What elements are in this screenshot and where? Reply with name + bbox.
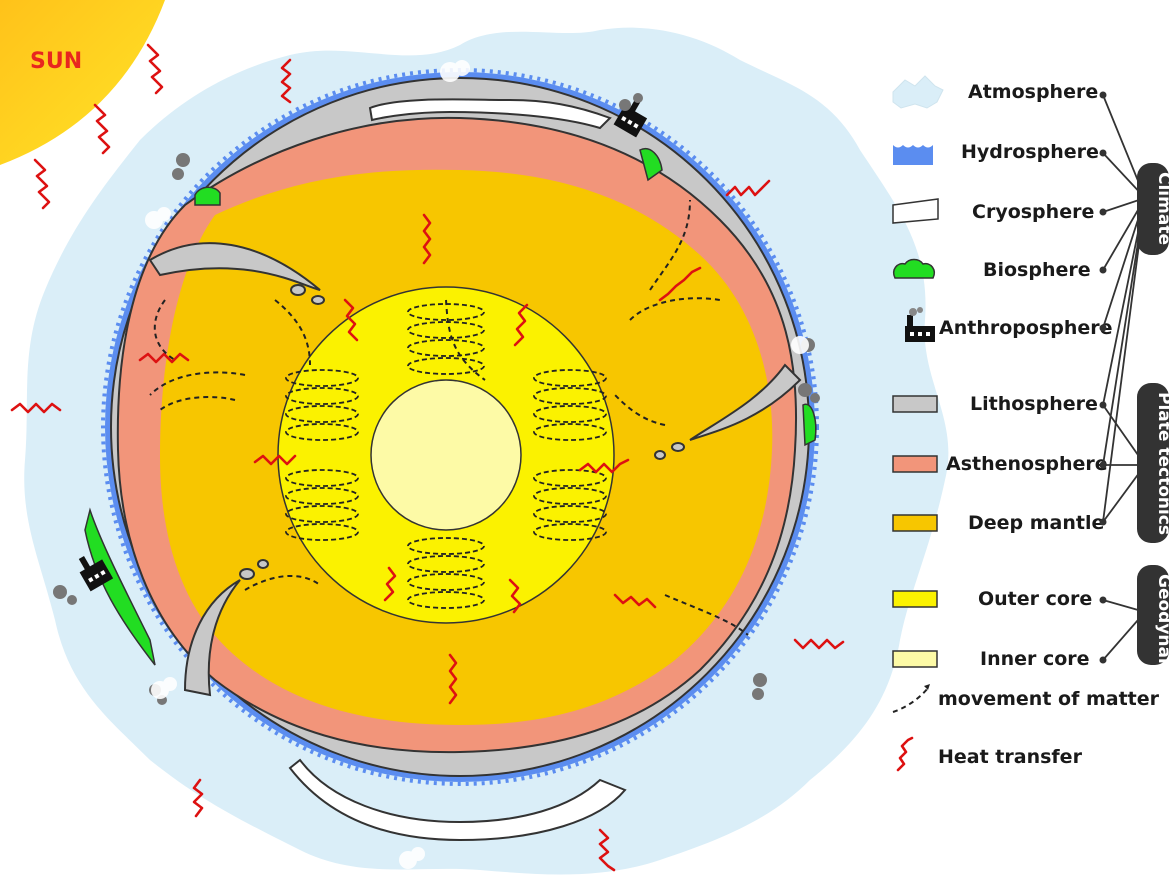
- slab-blob-2: [311, 295, 325, 305]
- movement-arrow: [149, 371, 246, 396]
- movement-arrow: [649, 199, 691, 291]
- inner-core-layer: [370, 379, 522, 531]
- heat-arrow: [146, 43, 164, 95]
- legend: Atmosphere Hydrosphere Cryosphere Biosph…: [892, 75, 1174, 772]
- legend-label-inner-core: Inner core: [980, 648, 1090, 670]
- slab-bottom-left: [183, 579, 241, 697]
- heat-arrow: [343, 298, 359, 342]
- lithosphere-swatch: [892, 395, 938, 413]
- legend-label-anthroposphere: Anthroposphere: [939, 317, 1113, 339]
- bush-2: [639, 148, 663, 182]
- heat-arrow: [280, 58, 292, 104]
- legend-label-atmosphere: Atmosphere: [968, 81, 1098, 103]
- heat-arrow: [93, 103, 111, 155]
- group-label-geodynamo: Geodynamo: [1154, 574, 1174, 687]
- ice-cap-south: [288, 758, 627, 842]
- coil-right: [533, 369, 607, 541]
- arrowhead: [924, 684, 930, 690]
- heat-arrow: [613, 593, 657, 609]
- legend-label-biosphere: Biosphere: [983, 259, 1091, 281]
- asthenosphere-swatch: [892, 455, 938, 473]
- wave-swatch-icon: [893, 145, 933, 165]
- slab-blob-1: [290, 284, 306, 296]
- ice-swatch-icon: [892, 198, 939, 224]
- group-label-plate-tectonics: Plate tectonics: [1154, 392, 1174, 535]
- bush-swatch-icon: [893, 258, 935, 279]
- slab-right: [689, 363, 802, 441]
- legend-group-climate: Climate: [1137, 163, 1174, 255]
- coil-left: [285, 369, 359, 541]
- heat-arrow: [192, 778, 204, 818]
- legend-label-asthenosphere: Asthenosphere: [946, 453, 1108, 475]
- movement-arrow: [664, 594, 749, 636]
- slab-blob-4: [654, 450, 666, 460]
- legend-key-heat: Heat transfer: [896, 736, 1083, 772]
- heat-arrow: [33, 158, 51, 210]
- heat-arrow: [448, 653, 458, 705]
- movement-arrow: [244, 574, 321, 591]
- heat-arrow: [725, 179, 771, 197]
- movement-arrow: [629, 297, 721, 321]
- ice-cap-north: [368, 98, 612, 130]
- heat-arrow: [508, 578, 522, 614]
- heat-arrow: [10, 402, 62, 414]
- outer-core-swatch: [892, 590, 938, 608]
- heat-key-label: Heat transfer: [938, 746, 1083, 768]
- heat-arrow: [253, 454, 297, 466]
- heat-arrow: [422, 213, 432, 265]
- legend-dots: [1099, 91, 1107, 664]
- factory-2: [78, 555, 114, 592]
- heat-key-arrow: [896, 736, 914, 772]
- coil-bottom: [407, 537, 485, 609]
- legend-label-lithosphere: Lithosphere: [970, 393, 1098, 415]
- heat-arrow: [383, 566, 397, 602]
- sun-shape: [0, 0, 165, 165]
- cloud-puffs: [145, 60, 809, 869]
- legend-group-geodynamo: Geodynamo: [1137, 565, 1174, 687]
- slab-top-left: [148, 242, 321, 291]
- legend-swatches: [892, 75, 944, 668]
- biosphere-patches: [84, 148, 817, 666]
- movement-arrow: [614, 394, 666, 426]
- subducting-slabs: [148, 242, 802, 697]
- legend-key-movement: movement of matter: [892, 684, 1160, 713]
- geodynamo-coils: [285, 303, 607, 609]
- heat-arrow: [513, 303, 529, 347]
- bush-3: [802, 403, 817, 447]
- slab-blob-3: [671, 442, 685, 452]
- sun: SUN: [0, 0, 165, 165]
- slab-blob-5: [239, 568, 255, 580]
- movement-arrow: [159, 396, 236, 411]
- legend-label-outer-core: Outer core: [978, 588, 1092, 610]
- heat-arrow: [578, 458, 630, 474]
- bush-1: [194, 186, 221, 206]
- legend-label-deep-mantle: Deep mantle: [968, 512, 1104, 534]
- group-label-climate: Climate: [1154, 172, 1174, 245]
- deep-mantle-swatch: [892, 514, 938, 532]
- sun-label: SUN: [30, 49, 82, 74]
- movement-arrow: [274, 299, 311, 366]
- legend-group-plate-tectonics: Plate tectonics: [1137, 383, 1174, 543]
- legend-label-hydrosphere: Hydrosphere: [961, 141, 1099, 163]
- movement-arrows: [149, 199, 749, 636]
- legend-label-cryosphere: Cryosphere: [972, 201, 1094, 223]
- cloud-swatch-icon: [892, 75, 944, 109]
- factory-swatch-icon: [905, 307, 935, 342]
- heat-arrow: [598, 828, 616, 872]
- heat-transfer-arrows: [10, 43, 845, 872]
- heat-arrow: [138, 352, 190, 364]
- slab-blob-6: [257, 559, 269, 569]
- heat-arrow: [658, 266, 702, 302]
- movement-key-label: movement of matter: [938, 688, 1160, 710]
- inner-core-swatch: [892, 650, 938, 668]
- legend-labels: Atmosphere Hydrosphere Cryosphere Biosph…: [939, 81, 1113, 670]
- movement-arrow: [445, 299, 486, 381]
- heat-arrow: [793, 638, 845, 650]
- movement-key-arrow: [892, 687, 929, 713]
